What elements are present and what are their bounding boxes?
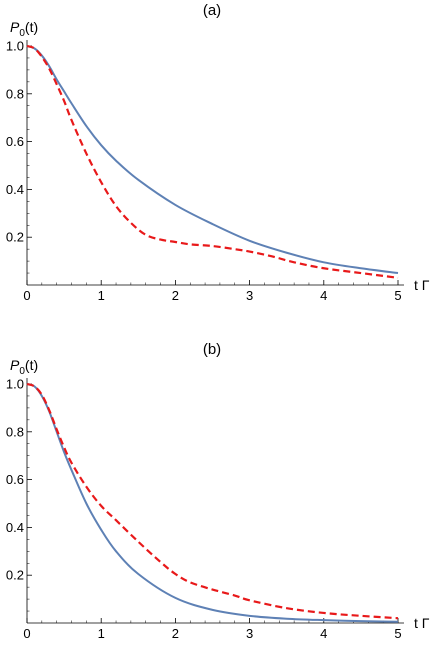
panel-b-series-solid-blue-line xyxy=(26,383,399,623)
panel-b-x-tick-label: 5 xyxy=(394,626,401,641)
panel-a-x-tick-label: 4 xyxy=(320,288,327,303)
panel-b-y-label-sub: 0 xyxy=(19,366,25,377)
panel-a-y-tick-label: 0.2 xyxy=(6,230,24,245)
panel-b-x-tick-label: 0 xyxy=(23,626,30,641)
panel-a-y-tick-label: 0.4 xyxy=(6,182,24,197)
panel-b-y-tick-label: 0.2 xyxy=(6,568,24,583)
panel-a-y-tick-label: 1.0 xyxy=(6,39,24,54)
panel-a-x-tick-label: 3 xyxy=(246,288,253,303)
panel-a-x-tick-label: 2 xyxy=(172,288,179,303)
panel-b-x-tick-label: 4 xyxy=(320,626,327,641)
panel-a-y-axis-label: P0(t) xyxy=(10,19,38,39)
panel-a-x-tick-label: 5 xyxy=(394,288,401,303)
panel-b-y-tick-label: 0.8 xyxy=(6,424,24,439)
panel-a-y-label-sub: 0 xyxy=(19,28,25,39)
panel-a-series-dashed-red-line xyxy=(26,44,399,279)
panel-a-series-solid-blue-line xyxy=(26,45,399,275)
panel-a-y-tick-label: 0.6 xyxy=(6,134,24,149)
panel-a-x-tick-label: 0 xyxy=(23,288,30,303)
panel-b-title: (b) xyxy=(203,341,221,358)
panel-b: (b) P0(t) t Γ 0 1 2 3 4 50.20.40.60.81.0 xyxy=(6,341,430,641)
panel-b-y-tick-label: 0.6 xyxy=(6,472,24,487)
panel-b-y-label-rest: (t) xyxy=(25,357,38,373)
panel-b-y-label-main: P xyxy=(10,357,20,373)
panel-a-title: (a) xyxy=(203,2,221,19)
panel-b-y-tick-label: 0.4 xyxy=(6,520,24,535)
panel-b-x-tick-label: 3 xyxy=(246,626,253,641)
panel-b-x-tick-label: 1 xyxy=(98,626,105,641)
panel-a-y-tick-label: 0.8 xyxy=(6,86,24,101)
panel-a: (a) P0(t) t Γ 0 1 2 3 4 50.20.40.60.81.0 xyxy=(6,2,430,303)
panel-a-y-label-rest: (t) xyxy=(25,19,38,35)
panel-b-x-tick-label: 2 xyxy=(172,626,179,641)
panel-b-x-axis-label: t Γ xyxy=(414,615,430,631)
panel-a-x-axis-label: t Γ xyxy=(414,277,430,293)
panel-b-series-dashed-red-line xyxy=(26,382,399,620)
panel-a-x-tick-label: 1 xyxy=(98,288,105,303)
panel-a-y-label-main: P xyxy=(10,19,20,35)
panel-b-y-tick-label: 1.0 xyxy=(6,377,24,392)
panel-b-y-axis-label: P0(t) xyxy=(10,357,38,377)
